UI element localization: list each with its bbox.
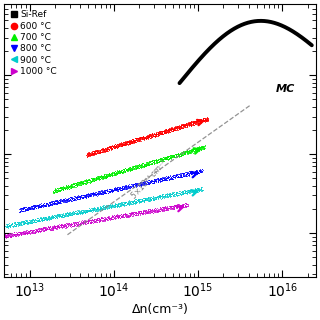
- Text: 5×10¹⁴ cm⁻³: 5×10¹⁴ cm⁻³: [130, 159, 169, 200]
- X-axis label: Δn(cm⁻³): Δn(cm⁻³): [132, 303, 188, 316]
- Legend: Si-Ref, 600 °C, 700 °C, 800 °C, 900 °C, 1000 °C: Si-Ref, 600 °C, 700 °C, 800 °C, 900 °C, …: [9, 9, 59, 77]
- Text: MC: MC: [276, 84, 295, 94]
